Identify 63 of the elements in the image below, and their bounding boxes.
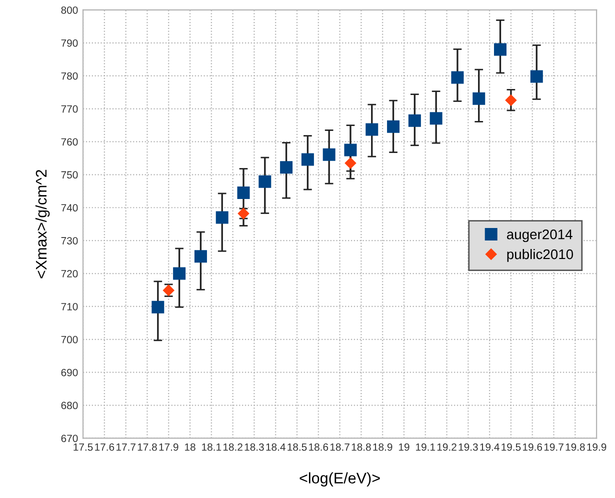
x-tick-label: 18.8 (352, 443, 371, 451)
y-tick-label: 770 (61, 105, 78, 113)
point (408, 114, 421, 127)
point (472, 92, 486, 105)
x-tick-label: 19.1 (416, 443, 436, 451)
x-tick-label: 17.8 (138, 443, 157, 451)
y-tick-label: 720 (61, 270, 78, 278)
x-tick-label: 19.6 (523, 443, 542, 451)
x-tick-label: 19 (398, 443, 410, 451)
x-tick-label: 18.9 (373, 443, 392, 451)
y-tick-label: 800 (61, 6, 78, 14)
y-tick-label: 710 (61, 302, 78, 310)
x-tick-label: 18.2 (223, 443, 242, 451)
legend-label: public2010 (507, 248, 574, 262)
point (344, 158, 356, 169)
x-tick-label: 19.5 (502, 443, 521, 451)
point (505, 94, 517, 106)
x-tick-label: 19.8 (566, 443, 585, 451)
x-axis-title: <log(E/eV)> (300, 472, 380, 486)
x-tick-label: 17.9 (159, 443, 178, 451)
x-tick-label: 19.9 (587, 443, 606, 451)
x-tick-label: 19.3 (458, 443, 478, 451)
legend-label: auger2014 (506, 229, 572, 242)
x-tick-label: 18.3 (244, 443, 264, 451)
x-tick-label: 18.6 (309, 443, 328, 451)
y-tick-label: 700 (61, 336, 78, 344)
point (173, 267, 186, 280)
x-tick-label: 17.7 (116, 443, 136, 451)
point (280, 161, 293, 174)
y-tick-label: 760 (61, 138, 78, 146)
y-tick-label: 670 (61, 434, 78, 442)
y-axis-title: <Xmax>/g/cm^2 (35, 170, 50, 278)
y-tick-label: 680 (61, 402, 78, 410)
x-tick-label: 18.4 (266, 443, 286, 451)
x-tick-label: 17.6 (95, 443, 114, 451)
point (258, 175, 272, 188)
point (366, 123, 378, 136)
x-tick-label: 17.5 (74, 443, 93, 451)
y-tick-label: 740 (61, 204, 78, 212)
x-tick-label: 18.7 (330, 443, 350, 451)
point (237, 186, 250, 200)
y-tick-label: 690 (61, 368, 78, 376)
point (216, 211, 228, 224)
point (344, 144, 357, 156)
point (494, 43, 507, 56)
x-tick-label: 18.1 (202, 443, 222, 451)
point (322, 148, 336, 161)
y-tick-label: 750 (61, 171, 78, 179)
x-tick-label: 19.7 (544, 443, 564, 451)
point (430, 112, 442, 125)
point (301, 153, 314, 166)
x-tick-label: 18 (185, 443, 196, 451)
point (387, 120, 400, 133)
point (451, 71, 464, 84)
y-tick-label: 730 (61, 237, 78, 244)
point (530, 70, 543, 83)
y-tick-label: 780 (61, 72, 78, 80)
y-tick-label: 790 (61, 39, 78, 47)
point (194, 250, 207, 263)
point (152, 300, 164, 314)
x-tick-label: 19.4 (480, 443, 500, 451)
x-tick-label: 18.5 (288, 443, 307, 451)
x-tick-label: 19.2 (437, 443, 456, 451)
